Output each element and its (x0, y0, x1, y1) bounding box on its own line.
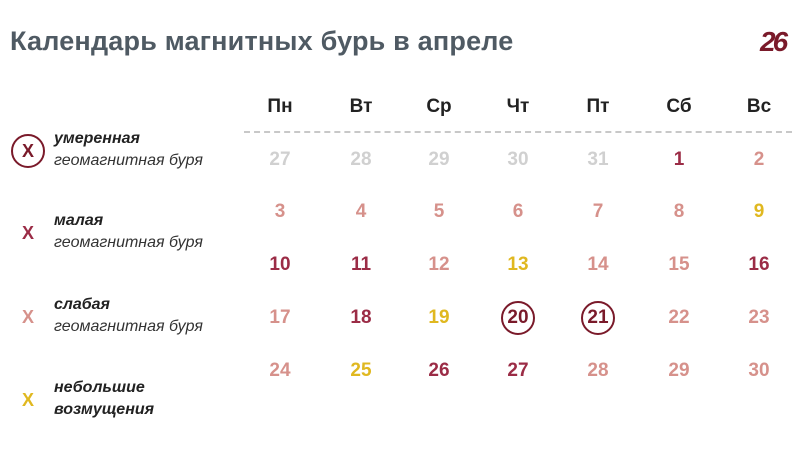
legend-mark-weak: Х (21, 306, 34, 327)
calendar-day: 14 (587, 254, 609, 275)
calendar-day: 16 (748, 254, 770, 275)
calendar-day: 24 (269, 360, 291, 381)
calendar-day: 25 (350, 360, 372, 381)
legend-description: геомагнитная буря (54, 152, 203, 169)
calendar-day: 4 (355, 201, 367, 222)
calendar-day: 29 (668, 360, 690, 381)
legend-title: небольшие (54, 379, 145, 396)
legend-description: геомагнитная буря (54, 234, 203, 251)
legend-description: возмущения (54, 401, 155, 418)
calendar-day: 8 (673, 201, 685, 222)
calendar-day: 6 (512, 201, 524, 222)
calendar-day: 21 (581, 301, 615, 335)
calendar-day: 17 (269, 307, 291, 328)
weekday-label: Пт (586, 96, 610, 117)
calendar-day: 18 (350, 307, 372, 328)
calendar-day: 28 (587, 360, 609, 381)
weekday-label: Вт (349, 96, 373, 117)
calendar-day: 10 (269, 254, 291, 275)
calendar-day: 5 (433, 201, 445, 222)
calendar-day: 3 (274, 201, 286, 222)
legend-title: малая (54, 212, 104, 229)
calendar-day: 12 (428, 254, 450, 275)
calendar-day: 30 (507, 149, 529, 170)
weekday-label: Вс (746, 96, 772, 117)
legend-mark-minor: Х (21, 389, 34, 410)
calendar-day: 15 (668, 254, 690, 275)
weekday-label: Сб (666, 96, 692, 117)
legend-description: геомагнитная буря (54, 318, 203, 335)
page-title: Календарь магнитных бурь в апреле (10, 26, 514, 56)
calendar-day: 1 (673, 149, 685, 170)
calendar-day: 20 (501, 301, 535, 335)
weekday-label: Пн (267, 96, 293, 117)
legend-title: умеренная (54, 130, 140, 147)
calendar-day: 13 (507, 254, 529, 275)
calendar-day: 27 (507, 360, 529, 381)
logo: 26 (760, 26, 788, 57)
divider (244, 131, 792, 133)
calendar-day: 22 (668, 307, 690, 328)
weekday-label: Чт (506, 96, 530, 117)
calendar-day: 9 (753, 201, 765, 222)
calendar-day: 29 (428, 149, 450, 170)
calendar-day: 2 (753, 149, 765, 170)
legend-mark-small: Х (21, 222, 34, 243)
calendar-day: 30 (748, 360, 770, 381)
calendar-day: 31 (587, 149, 609, 170)
calendar-day: 7 (592, 201, 604, 222)
calendar-day: 27 (269, 149, 291, 170)
calendar-day: 23 (748, 307, 770, 328)
calendar-day: 26 (428, 360, 450, 381)
legend-title: слабая (54, 296, 110, 313)
weekday-label: Ср (426, 96, 452, 117)
legend-mark-moderate: Х (11, 134, 45, 168)
calendar-day: 28 (350, 149, 372, 170)
calendar-day: 11 (350, 254, 372, 275)
calendar-day: 19 (428, 307, 450, 328)
